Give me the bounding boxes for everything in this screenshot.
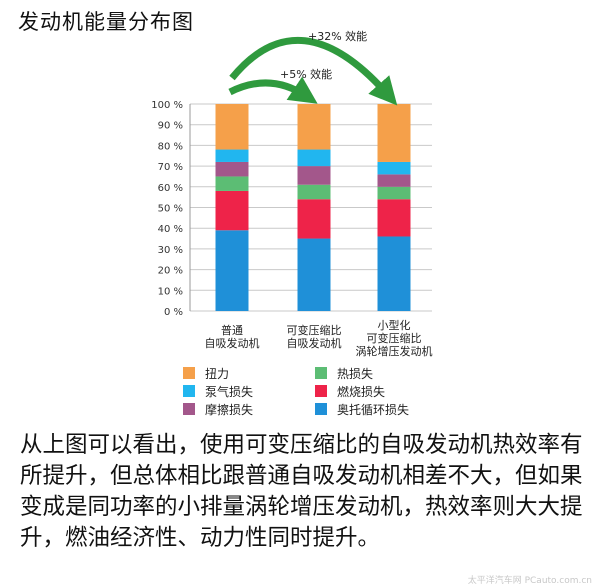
legend-label: 燃烧损失 [337, 384, 386, 399]
bar-segment-combustion [377, 199, 411, 237]
legend-item-otto: 奥托循环损失 [315, 401, 409, 417]
legend-swatch [183, 385, 195, 397]
chart-legend: 扭力 热损失泵气损失 燃烧损失摩擦损失 奥托循环损失 [183, 365, 483, 425]
category-label: 自吸发动机 [205, 336, 260, 350]
legend-label: 泵气损失 [205, 384, 254, 399]
category-label: 涡轮增压发动机 [356, 344, 433, 358]
bar-segment-otto [377, 236, 411, 311]
description-paragraph: 从上图可以看出，使用可变压缩比的自吸发动机热效率有所提升，但总体相比跟普通自吸发… [20, 432, 583, 551]
legend-swatch [183, 403, 195, 415]
bar-segment-heat [377, 186, 411, 200]
category-label: 可变压缩比 [367, 331, 422, 345]
bar-segment-heat [297, 184, 331, 200]
legend-item-heat: 热损失 [315, 365, 373, 381]
legend-label: 热损失 [337, 366, 374, 381]
arrow-short [228, 76, 318, 104]
y-tick-label: 50 % [158, 204, 183, 215]
legend-label: 扭力 [205, 366, 230, 381]
bar-segment-otto [297, 238, 331, 311]
y-tick-label: 20 % [158, 266, 183, 277]
y-tick-label: 40 % [158, 224, 183, 235]
bars-layer [215, 104, 411, 311]
arrow-long [229, 36, 398, 106]
legend-swatch [315, 385, 327, 397]
category-label: 小型化 [378, 318, 411, 332]
y-tick-label: 30 % [158, 245, 183, 256]
y-tick-labels: 0 % 10 % 20 % 30 % 40 % 50 % 60 % 70 % 80 % 90 % 1… [151, 100, 183, 318]
y-tick-label: 10 % [158, 286, 183, 297]
arrow-long-label: +32% 效能 [308, 29, 367, 43]
bar-segment-heat [215, 176, 249, 191]
bar-segment-otto [215, 230, 249, 311]
legend-swatch [183, 367, 195, 379]
bar-segment-pump [297, 149, 331, 167]
legend-label: 摩擦损失 [205, 402, 254, 417]
y-tick-label: 90 % [158, 121, 183, 132]
energy-distribution-chart: 0 % 10 % 20 % 30 % 40 % 50 % 60 % 70 % 80 % 90 % 1… [151, 29, 433, 358]
legend-item-combustion: 燃烧损失 [315, 383, 385, 399]
arrows-layer: +32% 效能 +5% 效能 [228, 29, 398, 106]
legend-swatch [315, 367, 327, 379]
watermark: 太平洋汽车网 PCauto.com.cn [467, 576, 592, 586]
bar-segment-pump [377, 161, 411, 175]
category-label: 自吸发动机 [287, 336, 342, 350]
y-tick-label: 80 % [158, 141, 183, 152]
bar-segment-friction [377, 174, 411, 187]
bar-segment-friction [297, 166, 331, 185]
y-tick-label: 70 % [158, 162, 183, 173]
y-tick-label: 60 % [158, 183, 183, 194]
y-tick-label: 100 % [151, 100, 183, 111]
legend-item-torque: 扭力 [183, 365, 229, 381]
bar-segment-combustion [297, 199, 331, 239]
legend-item-friction: 摩擦损失 [183, 401, 253, 417]
bar-segment-pump [215, 149, 249, 162]
page-title: 发动机能量分布图 [18, 10, 194, 34]
bar-segment-torque [297, 104, 331, 150]
bar-segment-torque [377, 104, 411, 162]
bar-segment-friction [215, 161, 249, 177]
y-tick-label: 0 % [164, 307, 183, 318]
category-label: 可变压缩比 [287, 323, 342, 337]
legend-swatch [315, 403, 327, 415]
arrow-short-label: +5% 效能 [280, 67, 332, 81]
category-label: 普通 [221, 323, 243, 337]
bar-segment-combustion [215, 190, 249, 231]
legend-item-pump: 泵气损失 [183, 383, 253, 399]
legend-label: 奥托循环损失 [337, 402, 410, 417]
bar-segment-torque [215, 104, 249, 150]
